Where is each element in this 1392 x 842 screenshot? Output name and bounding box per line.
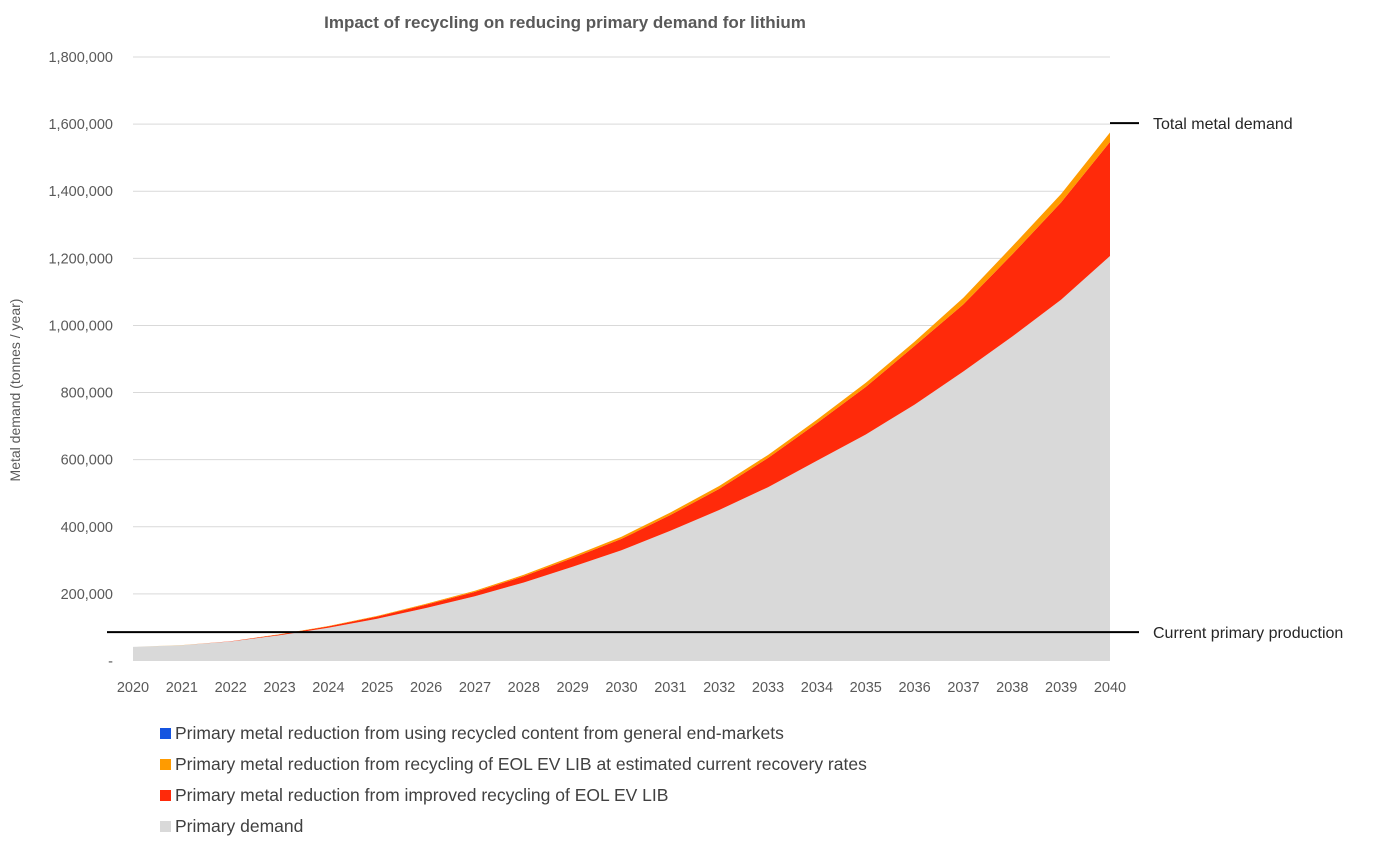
reference-line-label: Total metal demand	[1153, 116, 1293, 133]
y-axis-label: Metal demand (tonnes / year)	[7, 299, 23, 482]
x-tick-label: 2031	[654, 680, 686, 696]
x-tick-label: 2027	[459, 680, 491, 696]
grid-lines	[133, 56, 1110, 595]
x-tick-label: 2026	[410, 680, 442, 696]
legend-label: Primary demand	[175, 816, 304, 836]
y-tick-label: 800,000	[61, 386, 113, 402]
x-tick-label: 2032	[703, 680, 735, 696]
legend-item: Primary demand	[160, 811, 867, 842]
reference-line-label: Current primary production	[1153, 625, 1343, 642]
legend-label: Primary metal reduction from recycling o…	[175, 754, 867, 774]
area-series-1	[133, 141, 1110, 647]
stacked-areas	[133, 132, 1110, 661]
x-tick-label: 2021	[166, 680, 198, 696]
legend: Primary metal reduction from using recyc…	[160, 718, 867, 842]
x-tick-label: 2030	[605, 680, 637, 696]
x-tick-label: 2024	[312, 680, 344, 696]
x-tick-label: 2038	[996, 680, 1028, 696]
legend-item: Primary metal reduction from improved re…	[160, 780, 867, 811]
x-tick-label: 2035	[850, 680, 882, 696]
legend-item: Primary metal reduction from recycling o…	[160, 749, 867, 780]
legend-swatch	[160, 821, 171, 832]
x-tick-label: 2020	[117, 680, 149, 696]
y-tick-label: 1,200,000	[48, 251, 113, 267]
x-tick-label: 2023	[263, 680, 295, 696]
area-series-0	[133, 256, 1110, 661]
y-tick-label: 1,400,000	[48, 184, 113, 200]
legend-swatch	[160, 790, 171, 801]
legend-swatch	[160, 728, 171, 739]
legend-swatch	[160, 759, 171, 770]
y-tick-label: -	[108, 654, 113, 670]
x-tick-label: 2029	[557, 680, 589, 696]
x-tick-label: 2040	[1094, 680, 1126, 696]
reference-lines: Total metal demand Current primary produc…	[107, 116, 1343, 642]
x-axis-ticks: 2020 2021 2022 2023 2024 2025 2026 2027 2028 2029…	[117, 680, 1126, 696]
y-tick-label: 400,000	[61, 520, 113, 536]
legend-label: Primary metal reduction from improved re…	[175, 785, 669, 805]
x-tick-label: 2036	[898, 680, 930, 696]
x-tick-label: 2022	[215, 680, 247, 696]
y-axis-ticks: - 200,000 400,000 600,000 800,000 1,000,000 1,…	[48, 50, 113, 670]
y-tick-label: 200,000	[61, 587, 113, 603]
chart-title: Impact of recycling on reducing primary …	[324, 13, 806, 32]
legend-item: Primary metal reduction from using recyc…	[160, 718, 867, 749]
x-tick-label: 2025	[361, 680, 393, 696]
y-tick-label: 600,000	[61, 453, 113, 469]
legend-label: Primary metal reduction from using recyc…	[175, 723, 784, 743]
x-tick-label: 2033	[752, 680, 784, 696]
x-tick-label: 2037	[947, 680, 979, 696]
y-tick-label: 1,000,000	[48, 318, 113, 334]
x-tick-label: 2034	[801, 680, 833, 696]
x-tick-label: 2039	[1045, 680, 1077, 696]
x-tick-label: 2028	[508, 680, 540, 696]
y-tick-label: 1,800,000	[48, 50, 113, 66]
y-tick-label: 1,600,000	[48, 117, 113, 133]
